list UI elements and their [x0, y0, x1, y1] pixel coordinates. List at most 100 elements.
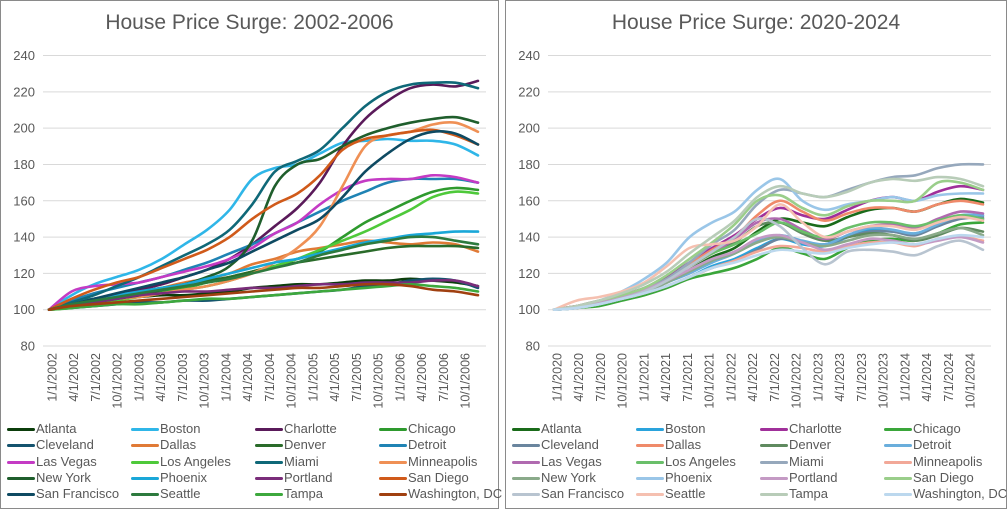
x-tick-label: 7/1/2003	[176, 353, 190, 402]
x-tick-label: 7/1/2006	[437, 353, 451, 402]
x-tick-label: 10/1/2022	[790, 353, 804, 409]
x-tick-label: 1/1/2022	[724, 353, 738, 402]
x-tick-label: 7/1/2004	[263, 353, 277, 402]
legend-label: Boston	[160, 421, 201, 436]
plot-area: 80 100 120 140 160 180 200 220 240 1/1/2020 4/1/20…	[518, 48, 991, 409]
legend-swatch	[7, 493, 35, 497]
chart-title: House Price Surge: 2020-2024	[611, 11, 901, 34]
legend-item: Portland	[760, 470, 837, 486]
legend-item: Boston	[131, 421, 200, 437]
y-tick-label: 160	[518, 193, 540, 208]
legend-item: Cleveland	[512, 437, 599, 453]
legend-label: Cleveland	[541, 437, 599, 453]
legend-swatch	[379, 444, 407, 448]
x-tick-label: 7/1/2023	[855, 353, 869, 402]
legend-item: Phoenix	[131, 470, 207, 486]
legend-item: Las Vegas	[512, 454, 602, 470]
x-tick-label: 4/1/2021	[659, 353, 673, 402]
legend-label: Los Angeles	[665, 453, 736, 469]
x-tick-label: 10/1/2002	[111, 353, 125, 409]
series-line-tampa	[552, 175, 985, 311]
y-tick-label: 220	[13, 84, 35, 99]
x-tick-label: 10/1/2003	[198, 353, 212, 409]
x-tick-label: 10/1/2024	[964, 353, 978, 409]
legend-swatch	[131, 476, 159, 480]
legend-item: Miami	[760, 454, 824, 470]
legend-swatch	[760, 428, 788, 432]
x-tick-label: 1/1/2023	[811, 353, 825, 402]
legend-item: Los Angeles	[131, 454, 231, 470]
legend-item: Chicago	[379, 421, 456, 437]
x-tick-label: 4/1/2022	[746, 353, 760, 402]
x-tick-label: 1/1/2004	[219, 353, 233, 402]
series-line-seattle	[552, 203, 985, 311]
legend-swatch	[131, 493, 159, 497]
x-tick-label: 1/1/2024	[898, 353, 912, 402]
y-tick-label: 100	[13, 302, 35, 317]
legend-label: Charlotte	[789, 421, 842, 436]
series-line-miami	[47, 80, 480, 311]
series-line-charlotte	[47, 79, 480, 311]
legend-swatch	[255, 493, 283, 497]
legend-item: Denver	[255, 437, 326, 453]
legend-label: Portland	[789, 469, 838, 485]
legend-item: San Francisco	[7, 486, 119, 502]
legend-label: San Diego	[408, 469, 469, 485]
legend-swatch	[255, 460, 283, 464]
y-tick-label: 80	[526, 339, 540, 354]
x-tick-label: 4/1/2020	[572, 353, 586, 402]
legend-label: Detroit	[408, 437, 447, 453]
legend-swatch	[884, 476, 912, 480]
legend-item: San Diego	[379, 470, 469, 486]
y-tick-label: 120	[13, 266, 35, 281]
x-tick-label: 7/1/2024	[942, 353, 956, 402]
legend-swatch	[636, 476, 664, 480]
series-line-portland	[47, 278, 480, 311]
legend-item: Chicago	[884, 421, 961, 437]
legend-item: Tampa	[255, 486, 323, 502]
legend-label: Atlanta	[541, 421, 582, 436]
x-tick-label: 1/1/2005	[306, 353, 320, 402]
legend-item: Detroit	[379, 437, 446, 453]
x-tick-label: 7/1/2021	[681, 353, 695, 402]
legend-label: San Francisco	[36, 486, 120, 502]
legend-swatch	[636, 444, 664, 448]
y-tick-label: 180	[13, 157, 35, 172]
x-tick-label: 7/1/2002	[89, 353, 103, 402]
legend-swatch	[512, 444, 540, 448]
legend-swatch	[512, 460, 540, 464]
x-tick-label: 10/1/2021	[703, 353, 717, 409]
y-tick-label: 200	[13, 121, 35, 136]
legend-label: Minneapolis	[913, 453, 983, 469]
x-tick-label: 1/1/2021	[637, 353, 651, 402]
series-line-tampa	[47, 283, 480, 311]
x-tick-label: 4/1/2003	[154, 353, 168, 402]
legend-swatch	[760, 493, 788, 497]
series-line-los-angeles	[47, 190, 480, 311]
legend-swatch	[7, 476, 35, 480]
x-tick-label: 10/1/2004	[285, 353, 299, 409]
legend-label: Las Vegas	[541, 453, 602, 469]
x-tick-label: 4/1/2002	[67, 353, 81, 402]
x-tick-label: 10/1/2005	[372, 353, 386, 409]
legend-item: Denver	[760, 437, 831, 453]
legend-label: Minneapolis	[408, 453, 478, 469]
y-tick-label: 140	[518, 230, 540, 245]
legend-label: Washington, DC	[408, 486, 503, 502]
legend-item: Detroit	[884, 437, 951, 453]
legend-label: Denver	[284, 437, 326, 453]
x-tick-label: 4/1/2004	[241, 353, 255, 402]
x-tick-label: 10/1/2020	[616, 353, 630, 409]
legend-label: Seattle	[160, 486, 201, 502]
legend-swatch	[255, 428, 283, 432]
legend-swatch	[760, 444, 788, 448]
legend-item: Minneapolis	[379, 454, 477, 470]
chart-title: House Price Surge: 2002-2006	[105, 11, 394, 34]
legend-label: Washington, DC	[913, 486, 1007, 502]
legend-item: New York	[512, 470, 596, 486]
legend-swatch	[379, 493, 407, 497]
legend-swatch	[636, 493, 664, 497]
y-tick-label: 80	[21, 339, 35, 354]
legend-item: Washington, DC	[379, 486, 502, 502]
legend-swatch	[379, 460, 407, 464]
